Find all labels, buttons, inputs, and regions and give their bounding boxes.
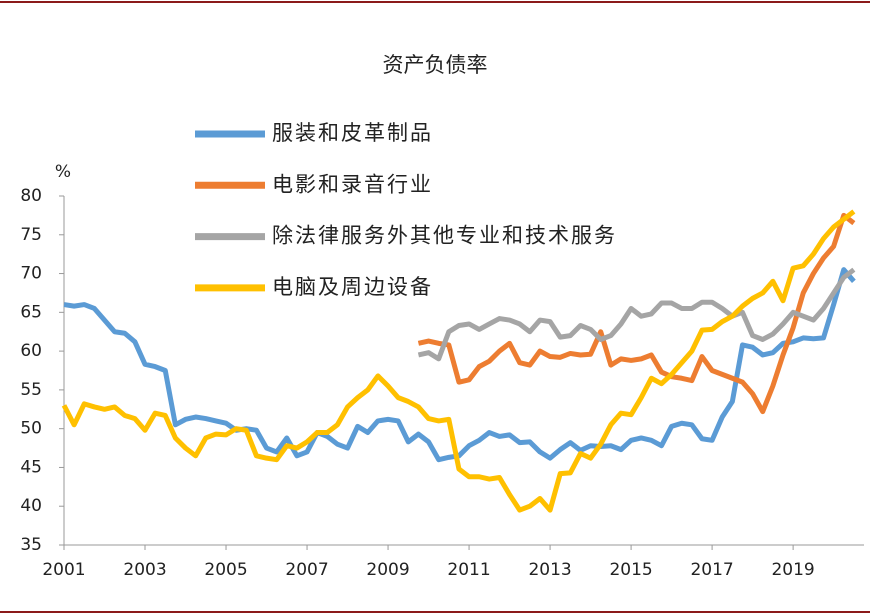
x-tick-label: 2005 [204, 560, 247, 580]
x-tick-label: 2013 [528, 560, 571, 580]
y-tick-label: 50 [20, 419, 42, 439]
x-tick-label: 2019 [771, 560, 814, 580]
y-tick-label: 55 [20, 380, 42, 400]
x-tick-label: 2007 [285, 560, 328, 580]
series-line [417, 212, 856, 415]
x-tick-label: 2017 [690, 560, 733, 580]
legend-text: 电影和录音行业 [272, 172, 433, 196]
x-tick-label: 2015 [609, 560, 652, 580]
y-tick-label: 45 [20, 457, 42, 477]
y-tick-label: 75 [20, 225, 42, 245]
x-tick-label: 2011 [447, 560, 490, 580]
y-tick-label: 70 [20, 264, 42, 284]
x-tick-label: 2009 [366, 560, 409, 580]
y-tick-label: 40 [20, 496, 42, 516]
series-line [417, 267, 856, 362]
y-tick-label: 80 [20, 186, 42, 206]
series-line [61, 209, 856, 513]
chart-title: 资产负债率 [383, 53, 488, 77]
legend-text: 服装和皮革制品 [272, 121, 433, 145]
legend-text: 电脑及周边设备 [272, 275, 433, 299]
series-line [63, 267, 856, 463]
y-tick-label: 35 [20, 535, 42, 555]
x-tick-label: 2003 [123, 560, 166, 580]
y-tick-label: 65 [20, 302, 42, 322]
x-tick-label: 2001 [42, 560, 85, 580]
legend-text: 除法律服务外其他专业和技术服务 [272, 224, 617, 248]
y-axis-label: % [55, 162, 71, 182]
y-tick-label: 60 [20, 341, 42, 361]
